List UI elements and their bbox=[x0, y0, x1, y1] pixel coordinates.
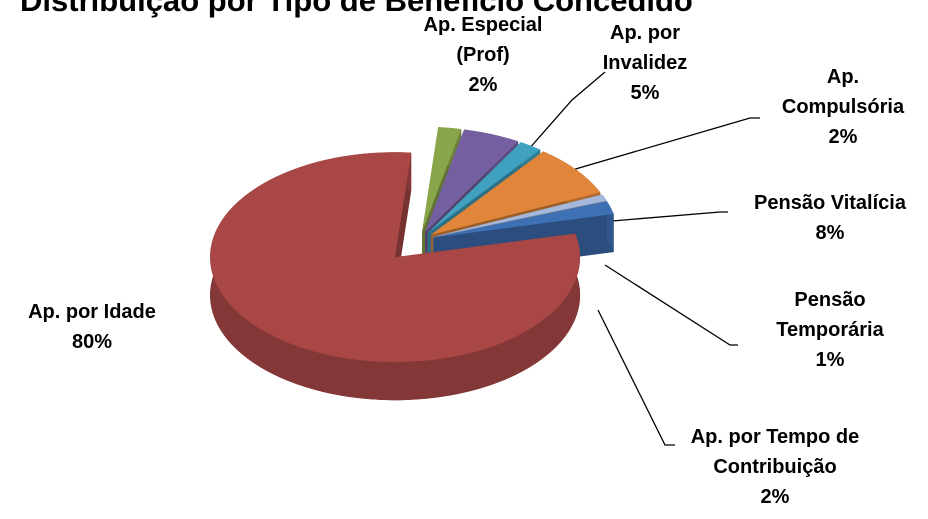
data-label: Ap. Compulsória 2% bbox=[778, 62, 908, 152]
slice bbox=[210, 152, 581, 363]
chart-title: Distribuição por Tipo de Benefício Conce… bbox=[20, 0, 693, 18]
category-label: Ap. por Tempo de Contribuição bbox=[690, 426, 860, 478]
data-label: Pensão Temporária 1% bbox=[755, 285, 905, 375]
slice bbox=[432, 194, 607, 237]
value-label: 5% bbox=[630, 82, 660, 104]
leader-lines bbox=[527, 71, 760, 446]
data-label: Ap. por Idade 80% bbox=[2, 297, 182, 357]
value-label: 80% bbox=[71, 331, 113, 353]
category-label: Ap. Especial (Prof) bbox=[423, 14, 543, 66]
category-label: Pensão Vitalícia bbox=[754, 192, 906, 214]
slice bbox=[422, 127, 462, 232]
value-label: 2% bbox=[828, 126, 858, 148]
data-label: Pensão Vitalícia 8% bbox=[730, 188, 928, 248]
leader-line bbox=[599, 211, 728, 223]
data-label: Ap. por Tempo de Contribuição 2% bbox=[670, 422, 880, 512]
leader-line bbox=[554, 117, 760, 176]
category-label: Ap. Compulsória bbox=[781, 66, 905, 118]
value-label: 8% bbox=[815, 222, 845, 244]
data-label: Ap. por Invalidez 5% bbox=[580, 18, 710, 108]
slice-tops bbox=[210, 127, 614, 363]
slice bbox=[431, 151, 601, 235]
category-label: Ap. por Invalidez bbox=[602, 22, 688, 74]
category-label: Pensão Temporária bbox=[776, 289, 884, 341]
slice bbox=[433, 201, 614, 238]
category-label: Ap. por Idade bbox=[28, 301, 156, 323]
leader-line bbox=[604, 264, 738, 346]
slice bbox=[425, 129, 519, 233]
data-label: Ap. Especial (Prof) 2% bbox=[408, 10, 558, 100]
leader-line bbox=[597, 309, 675, 446]
slice bbox=[427, 142, 541, 234]
leader-line bbox=[527, 71, 606, 151]
value-label: 1% bbox=[815, 349, 845, 371]
value-label: 2% bbox=[468, 74, 498, 96]
value-label: 2% bbox=[760, 486, 790, 508]
